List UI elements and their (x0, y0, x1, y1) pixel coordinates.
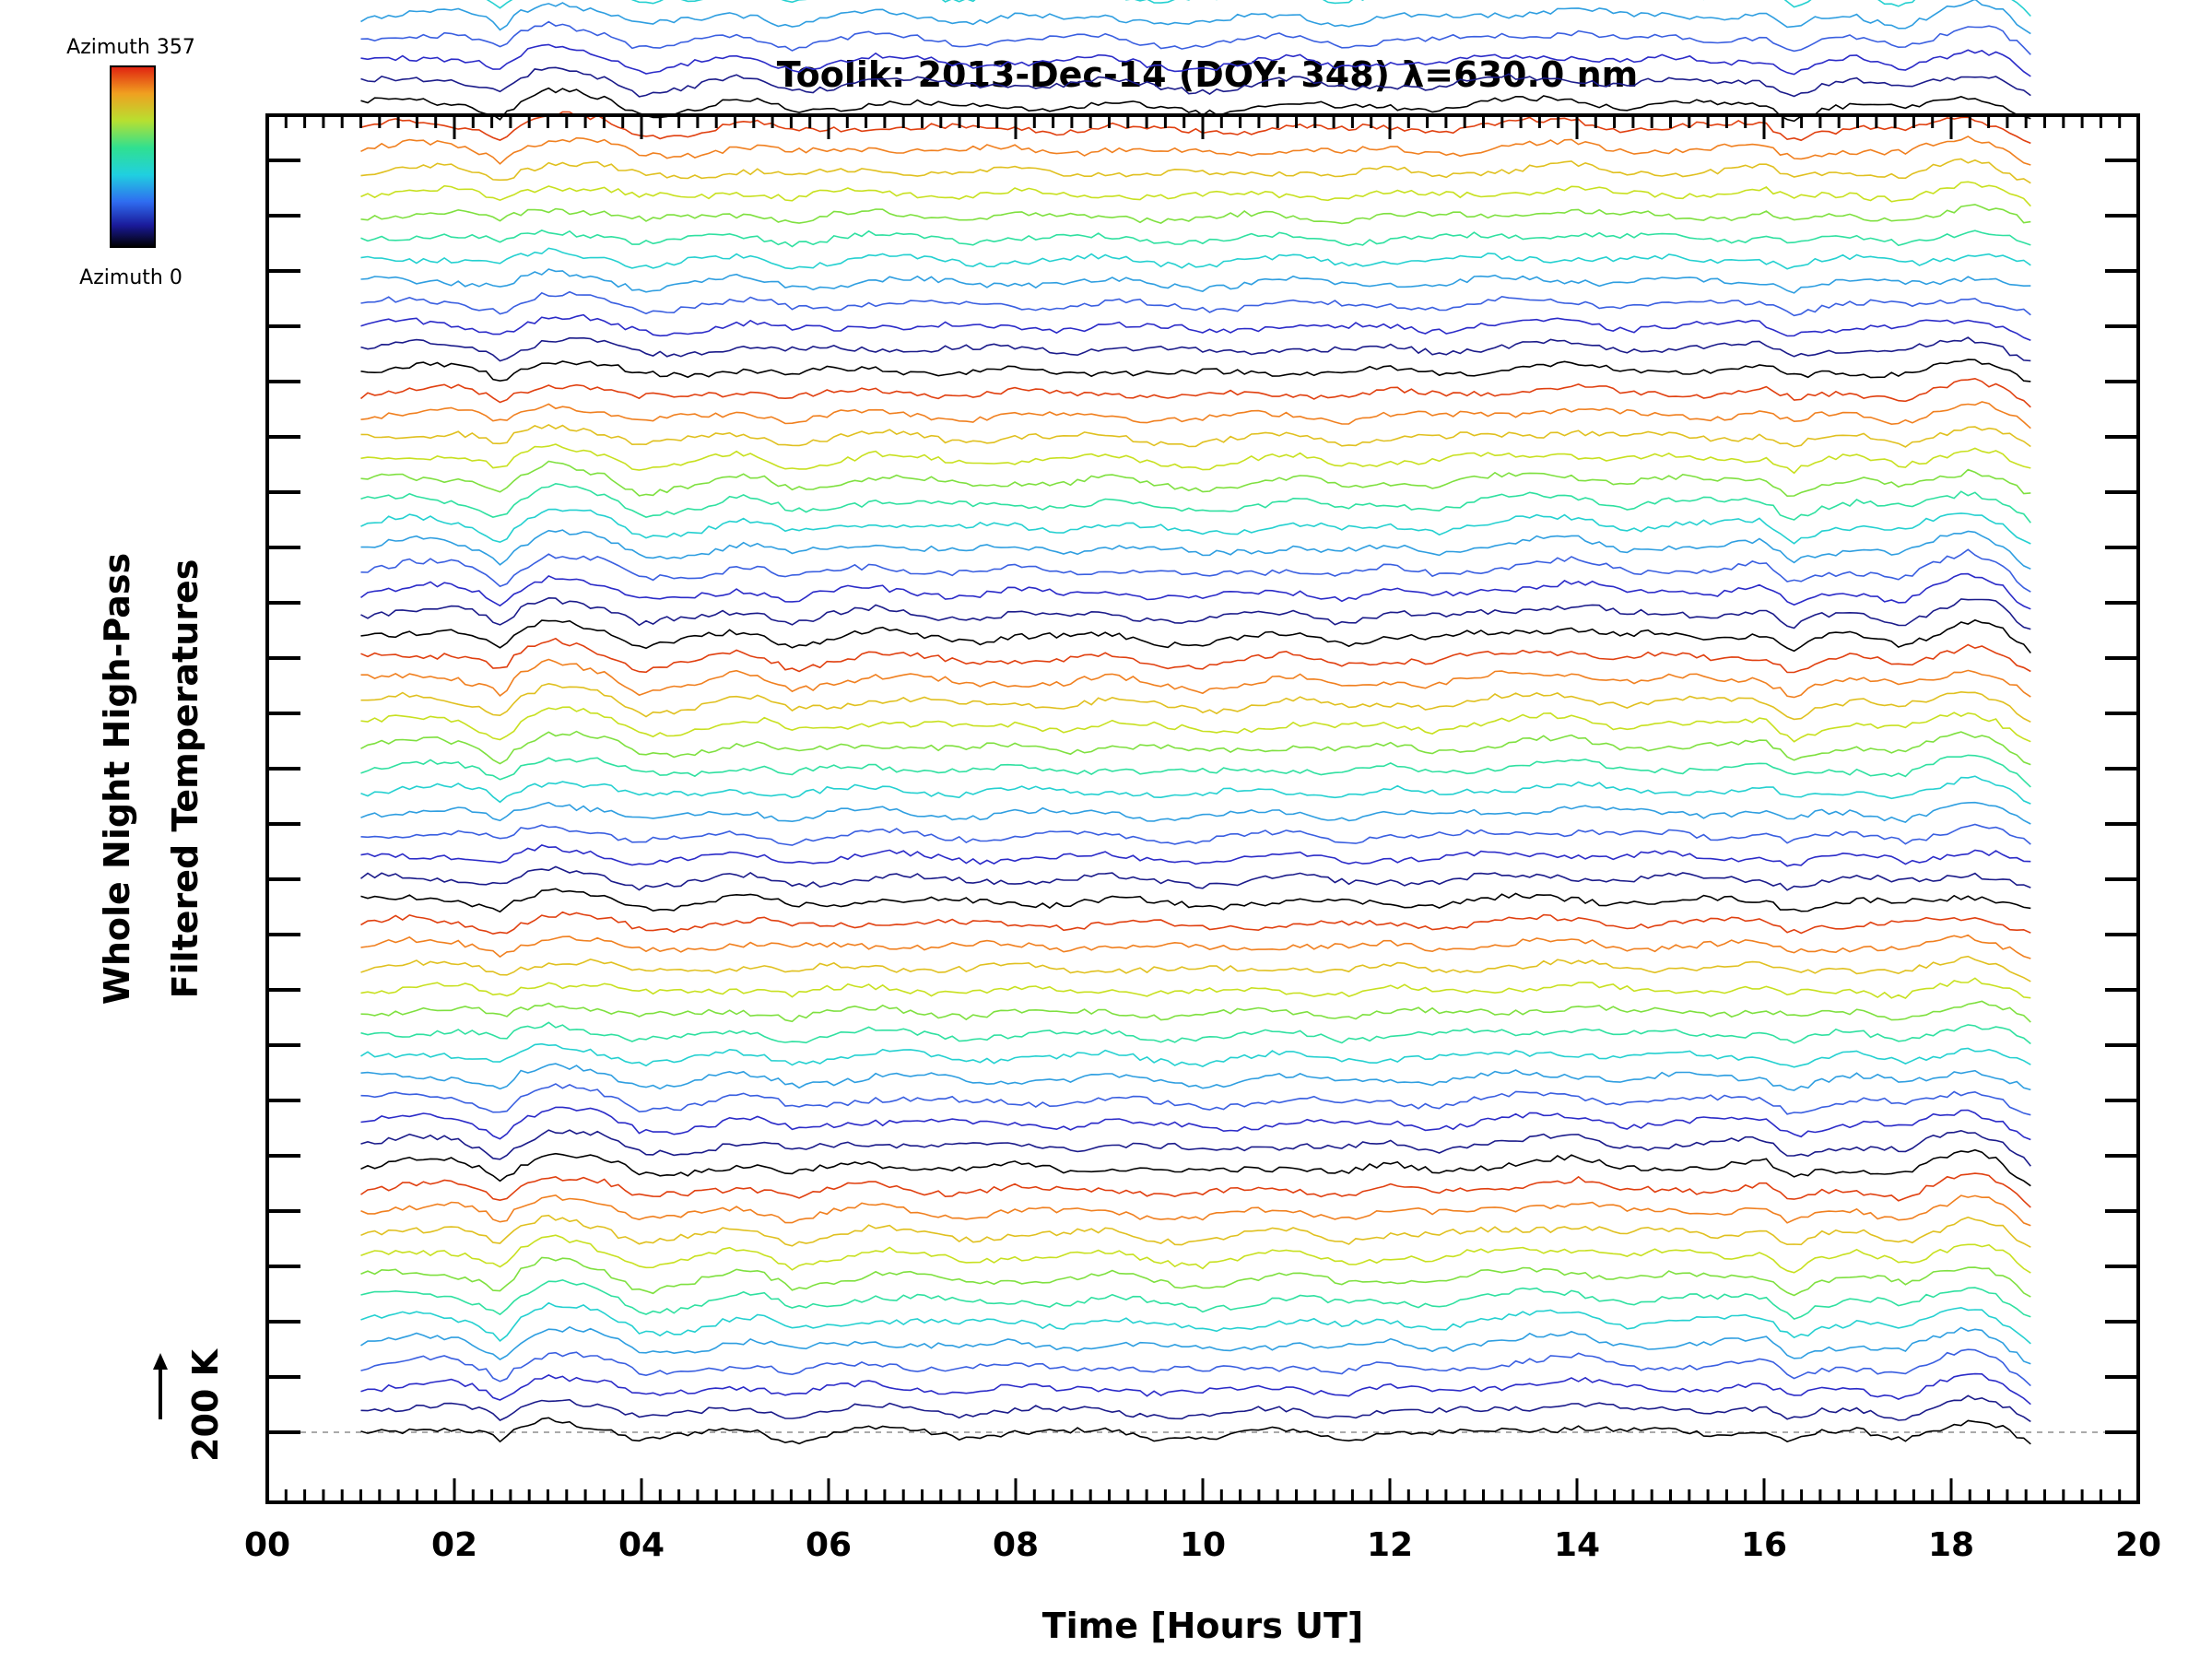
series-line-64 (360, 0, 2031, 35)
series-line-0 (360, 1417, 2031, 1445)
series-line-24 (360, 888, 2031, 913)
x-tick-label: 04 (618, 1526, 665, 1564)
series-line-60 (360, 87, 2031, 123)
x-tick-label: 14 (1554, 1526, 1600, 1564)
series-line-19 (360, 1000, 2031, 1023)
series-line-62 (360, 43, 2031, 77)
series-line-61 (360, 66, 2031, 98)
series-line-29 (360, 775, 2031, 805)
y-axis-label-line-2: Filtered Temperatures (165, 559, 206, 999)
azimuth-colorbar: Azimuth 357 Azimuth 0 (66, 36, 195, 289)
series-line-20 (360, 977, 2031, 999)
chart-title: Toolik: 2013-Dec-14 (DOY: 348) λ=630.0 n… (777, 54, 1638, 95)
series-line-25 (360, 865, 2031, 891)
colorbar-top-label: Azimuth 357 (66, 36, 195, 59)
series-line-48 (360, 359, 2031, 382)
series-line-63 (360, 20, 2031, 55)
x-axis-label: Time [Hours UT] (1042, 1606, 1364, 1646)
y-axis-label-line-1: Whole Night High-Pass (97, 553, 137, 1005)
series-line-5 (360, 1301, 2031, 1345)
series-line-45 (360, 423, 2031, 448)
series-line-7 (360, 1256, 2031, 1298)
x-tick-label: 08 (993, 1526, 1039, 1564)
x-tick-label: 02 (431, 1526, 477, 1564)
series-line-35 (360, 637, 2031, 674)
series-layer (359, 0, 2031, 1445)
plot-area (265, 0, 2140, 1504)
series-line-4 (360, 1325, 2031, 1365)
series-line-41 (360, 508, 2031, 545)
series-line-30 (360, 754, 2031, 788)
series-line-46 (360, 401, 2031, 429)
series-line-13 (360, 1129, 2031, 1167)
series-line-3 (360, 1348, 2031, 1387)
x-tick-labels: 00 02 04 06 08 10 12 14 16 18 20 (244, 1526, 2161, 1564)
series-line-59 (360, 111, 2031, 145)
series-line-54 (360, 229, 2031, 248)
series-line-52 (360, 268, 2031, 294)
series-line-1 (360, 1394, 2031, 1423)
x-tick-label: 06 (806, 1526, 852, 1564)
series-line-51 (360, 290, 2031, 317)
series-line-2 (360, 1372, 2031, 1406)
x-tick-label: 20 (2115, 1526, 2161, 1564)
series-line-18 (360, 1021, 2031, 1045)
series-line-40 (360, 529, 2031, 571)
series-line-55 (360, 204, 2031, 225)
series-line-56 (360, 181, 2031, 207)
series-line-26 (360, 844, 2031, 867)
series-line-42 (360, 482, 2031, 524)
series-line-58 (360, 135, 2031, 166)
series-line-17 (360, 1042, 2031, 1068)
series-line-8 (360, 1234, 2031, 1274)
series-line-21 (360, 955, 2031, 982)
series-line-37 (360, 596, 2031, 630)
series-line-32 (360, 706, 2031, 743)
series-line-57 (360, 158, 2031, 184)
series-line-14 (360, 1106, 2031, 1141)
series-line-44 (360, 443, 2031, 475)
x-tick-label: 18 (1928, 1526, 1974, 1564)
scale-bar-label: 200 K (185, 1347, 226, 1462)
series-line-49 (360, 336, 2031, 362)
series-line-36 (360, 618, 2031, 653)
series-line-43 (360, 460, 2031, 498)
series-line-15 (360, 1083, 2031, 1116)
series-line-31 (360, 730, 2031, 766)
series-line-50 (360, 313, 2031, 342)
series-line-33 (360, 682, 2031, 724)
series-line-23 (360, 911, 2031, 935)
series-line-27 (360, 823, 2031, 846)
series-line-39 (360, 548, 2031, 593)
series-line-28 (360, 801, 2031, 825)
series-line-34 (360, 658, 2031, 699)
scale-bar-arrowhead-icon (153, 1353, 168, 1370)
x-tick-label: 12 (1367, 1526, 1413, 1564)
x-tick-label: 00 (244, 1526, 290, 1564)
series-line-53 (360, 247, 2031, 270)
series-line-6 (360, 1278, 2031, 1321)
x-tick-label: 16 (1741, 1526, 1787, 1564)
series-line-38 (360, 572, 2031, 610)
series-line-12 (360, 1148, 2031, 1187)
temperature-scale-bar: 200 K (153, 1347, 226, 1462)
plot-frame (265, 113, 2140, 1504)
series-line-11 (360, 1172, 2031, 1208)
series-line-9 (360, 1214, 2031, 1248)
x-tick-label: 10 (1180, 1526, 1226, 1564)
colorbar-bottom-label: Azimuth 0 (79, 266, 182, 289)
series-line-22 (360, 934, 2031, 959)
tick-layer (265, 115, 2140, 1502)
colorbar-gradient (110, 65, 156, 248)
series-line-47 (359, 377, 2031, 408)
series-line-65 (486, 0, 2031, 18)
series-line-10 (360, 1194, 2031, 1227)
series-line-16 (360, 1063, 2031, 1091)
